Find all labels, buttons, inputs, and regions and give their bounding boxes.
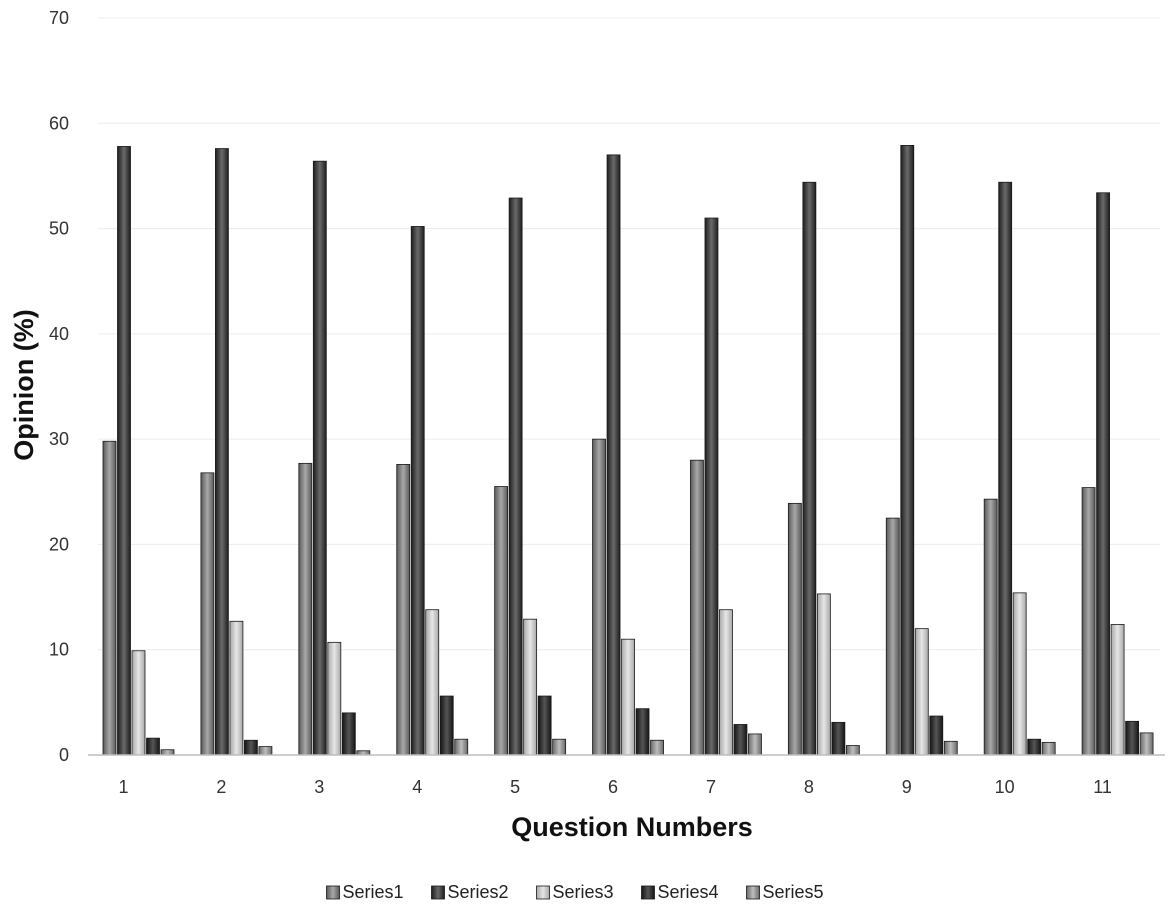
bar-series4-q2 <box>244 739 258 756</box>
bar-series5-q11 <box>1139 732 1154 756</box>
legend-label-series5: Series5 <box>763 882 824 902</box>
bar-series1-q7 <box>690 459 704 756</box>
gridlines <box>98 17 1160 651</box>
legend-label-series4: Series4 <box>658 882 719 902</box>
x-tick-label: 8 <box>804 777 814 797</box>
bar-series3-q10 <box>1012 592 1027 756</box>
bar-series4-q9 <box>929 715 944 756</box>
x-tick-label: 2 <box>216 777 226 797</box>
x-tick-label: 10 <box>995 777 1015 797</box>
bar-series5-q7 <box>748 733 762 756</box>
legend-swatch-series5 <box>746 885 760 900</box>
bar-series2-q5 <box>508 197 523 756</box>
bar-series4-q11 <box>1125 720 1139 756</box>
bar-series4-q4 <box>439 695 454 756</box>
y-tick-label: 60 <box>49 113 69 133</box>
x-tick-label: 11 <box>1093 777 1112 797</box>
bar-series2-q7 <box>704 217 719 756</box>
bar-series2-q2 <box>215 148 229 756</box>
bar-series2-q8 <box>802 181 817 756</box>
legend-label-series3: Series3 <box>553 882 614 902</box>
bar-series4-q7 <box>733 724 748 756</box>
bar-series4-q5 <box>537 695 552 756</box>
bar-series2-q1 <box>117 146 131 756</box>
x-tick-label: 3 <box>314 777 324 797</box>
bar-series1-q6 <box>592 438 606 756</box>
x-axis-title: Question Numbers <box>511 812 753 842</box>
x-tick-label: 5 <box>510 777 520 797</box>
bar-series1-q9 <box>885 517 900 756</box>
legend-label-series1: Series1 <box>343 882 404 902</box>
bar-series2-q3 <box>312 160 327 756</box>
x-axis-ticks: 1 2 3 4 5 6 7 8 9 10 11 <box>118 777 1111 797</box>
legend-swatch-series3 <box>536 885 550 900</box>
x-tick-label: 7 <box>706 777 716 797</box>
bar-series5-q4 <box>454 738 469 756</box>
bar-series5-q2 <box>258 746 273 756</box>
bars <box>102 144 1154 756</box>
y-axis-ticks: 0 10 20 30 40 50 60 70 <box>49 8 69 765</box>
bar-series3-q9 <box>914 628 929 756</box>
bar-series4-q10 <box>1027 738 1042 756</box>
bar-series4-q1 <box>146 737 160 756</box>
bar-series4-q3 <box>341 712 356 756</box>
x-tick-label: 1 <box>118 777 128 797</box>
bar-series1-q8 <box>787 502 802 756</box>
bar-series3-q3 <box>327 641 342 756</box>
bar-series3-q1 <box>131 650 146 756</box>
y-tick-label: 70 <box>49 8 69 28</box>
bar-series5-q6 <box>650 739 664 756</box>
bar-series5-q9 <box>943 740 958 756</box>
bar-series2-q11 <box>1096 192 1110 756</box>
bar-series5-q1 <box>160 749 175 756</box>
bar-series1-q4 <box>396 464 411 756</box>
bar-series1-q11 <box>1081 487 1096 756</box>
bar-series5-q10 <box>1041 741 1056 756</box>
legend-swatch-series2 <box>431 885 445 900</box>
legend: Series1 Series2 Series3 Series4 Series5 <box>326 882 824 902</box>
legend-label-series2: Series2 <box>448 882 509 902</box>
bar-series1-q10 <box>983 498 998 756</box>
bar-series1-q2 <box>200 472 215 756</box>
x-tick-label: 6 <box>608 777 618 797</box>
bar-series4-q6 <box>635 708 650 756</box>
legend-swatch-series4 <box>641 885 655 900</box>
x-tick-label: 9 <box>902 777 912 797</box>
y-tick-label: 50 <box>49 219 69 239</box>
bar-series1-q3 <box>298 462 313 756</box>
y-axis-title: Opinion (%) <box>9 309 39 460</box>
bar-series2-q9 <box>900 144 915 756</box>
y-tick-label: 30 <box>49 429 69 449</box>
bar-series3-q4 <box>425 609 440 756</box>
bar-series2-q6 <box>606 154 621 756</box>
bar-series1-q5 <box>494 486 509 756</box>
bar-series3-q5 <box>523 618 538 756</box>
x-tick-label: 4 <box>412 777 422 797</box>
bar-series4-q8 <box>831 721 846 756</box>
bar-series5-q5 <box>552 738 567 756</box>
bar-series3-q8 <box>816 593 831 756</box>
bar-series2-q4 <box>410 226 425 756</box>
bar-series5-q8 <box>845 745 860 756</box>
y-tick-label: 0 <box>59 745 69 765</box>
bar-series1-q1 <box>102 440 117 756</box>
bar-series3-q7 <box>719 609 733 756</box>
y-tick-label: 40 <box>49 324 69 344</box>
bar-series2-q10 <box>998 181 1013 756</box>
y-tick-label: 10 <box>49 640 69 660</box>
bar-series3-q6 <box>621 638 635 756</box>
bar-series3-q11 <box>1110 624 1125 756</box>
legend-swatch-series1 <box>326 885 340 900</box>
y-tick-label: 20 <box>49 534 69 554</box>
bar-series3-q2 <box>229 620 244 756</box>
